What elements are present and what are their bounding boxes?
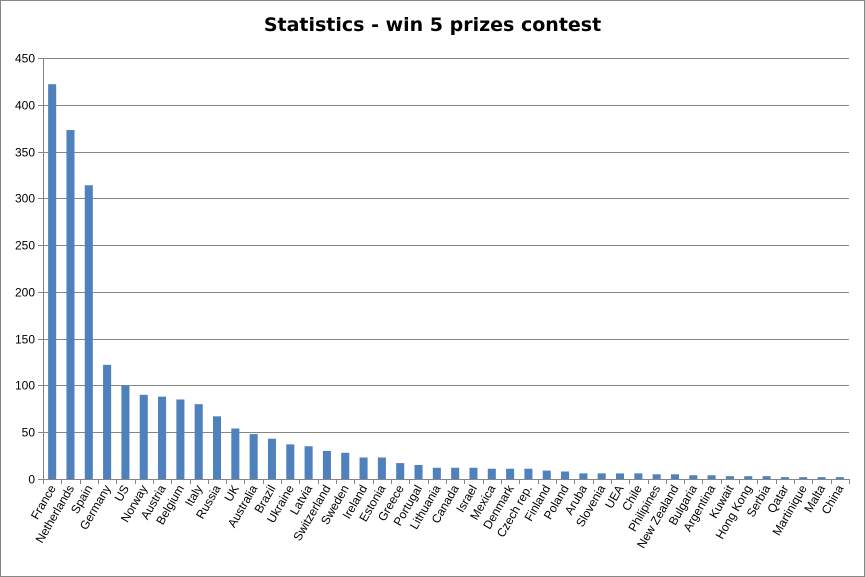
- bar: [707, 475, 716, 479]
- bar: [469, 467, 478, 479]
- y-tick-label: 50: [22, 426, 36, 440]
- y-tick-label: 400: [15, 99, 35, 113]
- bar: [414, 464, 423, 479]
- bar: [524, 468, 533, 479]
- bar: [158, 396, 167, 479]
- bar: [359, 457, 368, 479]
- bar: [267, 438, 277, 479]
- bar: [176, 399, 185, 479]
- y-tick-label: 300: [15, 192, 35, 206]
- bar: [799, 477, 808, 479]
- bar: [689, 475, 698, 479]
- bar: [744, 476, 753, 479]
- bar: [66, 130, 75, 480]
- bar: [817, 477, 826, 479]
- y-tick-label: 200: [15, 286, 35, 300]
- bar: [286, 444, 295, 479]
- bar: [377, 457, 386, 479]
- bar: [304, 446, 313, 479]
- bar: [561, 471, 570, 479]
- bar: [84, 185, 93, 480]
- bar: [780, 477, 789, 479]
- bar: [652, 474, 661, 479]
- bar: [103, 364, 112, 479]
- bar: [194, 404, 203, 479]
- y-tick-label: 350: [15, 146, 35, 160]
- bar: [451, 467, 460, 479]
- bar: [396, 463, 405, 479]
- bar: [762, 476, 771, 479]
- bar: [725, 476, 734, 479]
- bar: [835, 477, 844, 479]
- chart-title: Statistics - win 5 prizes contest: [263, 14, 602, 36]
- y-tick-label: 150: [15, 333, 35, 347]
- bar: [542, 470, 551, 479]
- bar: [249, 434, 258, 479]
- bar: [615, 473, 625, 479]
- y-tick-label: 450: [15, 52, 35, 66]
- y-tick-label: 0: [28, 473, 35, 487]
- bar: [231, 428, 240, 479]
- bar: [506, 468, 515, 479]
- bar: [634, 473, 643, 479]
- bar: [670, 474, 680, 479]
- bar: [121, 385, 130, 479]
- bar: [48, 84, 57, 479]
- bar: [139, 394, 148, 479]
- bar: [432, 467, 441, 479]
- y-tick-label: 100: [15, 379, 35, 393]
- y-tick-label: 250: [15, 239, 35, 253]
- bar: [597, 473, 606, 479]
- bar: [579, 473, 588, 479]
- bar: [212, 416, 222, 479]
- bar: [322, 450, 331, 479]
- bar: [341, 452, 350, 479]
- bar: [487, 468, 496, 479]
